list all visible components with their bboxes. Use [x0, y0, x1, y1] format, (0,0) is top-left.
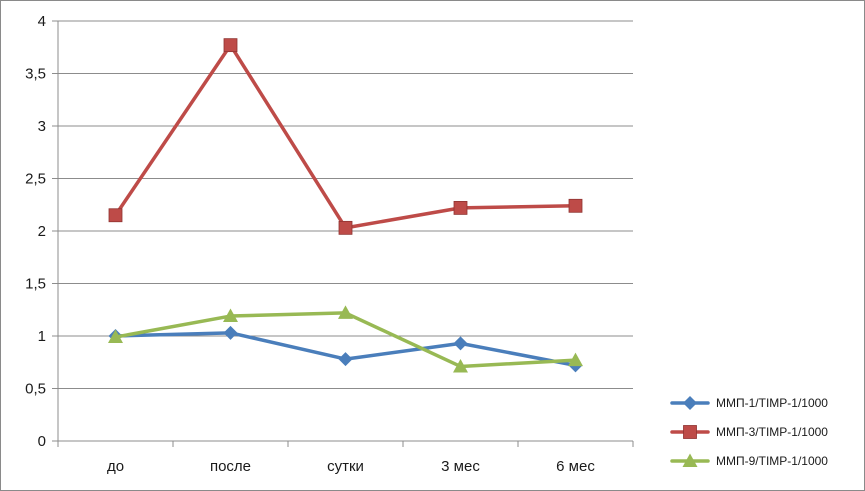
axes	[52, 20, 634, 447]
y-tick-label: 3	[38, 118, 46, 135]
data-point	[568, 352, 583, 367]
y-tick-label: 4	[38, 13, 46, 30]
x-tick-label: после	[210, 458, 251, 475]
x-tick-label: сутки	[327, 458, 364, 475]
x-tick-labels: до после сутки 3 мес 6 мес	[107, 458, 595, 475]
data-point	[223, 38, 238, 53]
legend-swatch-marker	[682, 453, 698, 467]
data-point	[223, 308, 238, 323]
legend-swatch-marker	[683, 425, 697, 439]
y-tick-label: 1,5	[25, 276, 46, 293]
y-tick-label: 1	[38, 328, 46, 345]
y-tick-label: 2,5	[25, 171, 46, 188]
series-line	[113, 43, 578, 230]
series-ммп-3-timp-1-1000	[108, 38, 583, 235]
data-point	[453, 336, 468, 351]
data-point	[108, 329, 123, 344]
legend-swatch-marker	[683, 396, 697, 410]
data-point	[453, 358, 468, 373]
data-point	[338, 220, 353, 235]
legend-item: ММП-1/TIMP-1/1000	[670, 396, 828, 410]
legend-label: ММП-9/TIMP-1/1000	[716, 454, 828, 468]
legend-label: ММП-3/TIMP-1/1000	[716, 425, 828, 439]
legend-item: ММП-9/TIMP-1/1000	[670, 453, 828, 468]
data-point	[223, 325, 238, 340]
data-point	[338, 352, 353, 367]
data-point	[108, 208, 123, 223]
legend-label: ММП-1/TIMP-1/1000	[716, 396, 828, 410]
series-ммп-9-timp-1-1000	[108, 305, 583, 373]
data-point	[568, 198, 583, 213]
legend: ММП-1/TIMP-1/1000 ММП-3/TIMP-1/1000 ММП-9/…	[670, 396, 828, 468]
y-tick-labels: 0 0,5 1 1,5 2 2,5 3 3,5 4	[25, 13, 46, 450]
y-tick-label: 0,5	[25, 381, 46, 398]
data-point	[338, 305, 353, 319]
legend-item: ММП-3/TIMP-1/1000	[670, 425, 828, 439]
y-tick-label: 2	[38, 223, 46, 240]
series-ммп-1-timp-1-1000	[108, 325, 583, 373]
data-point	[453, 200, 468, 215]
y-tick-label: 3,5	[25, 66, 46, 83]
y-tick-label: 0	[38, 433, 46, 450]
x-tick-label: до	[107, 458, 124, 475]
series-lines	[108, 38, 583, 373]
x-tick-label: 3 мес	[441, 458, 480, 475]
x-tick-label: 6 мес	[556, 458, 595, 475]
